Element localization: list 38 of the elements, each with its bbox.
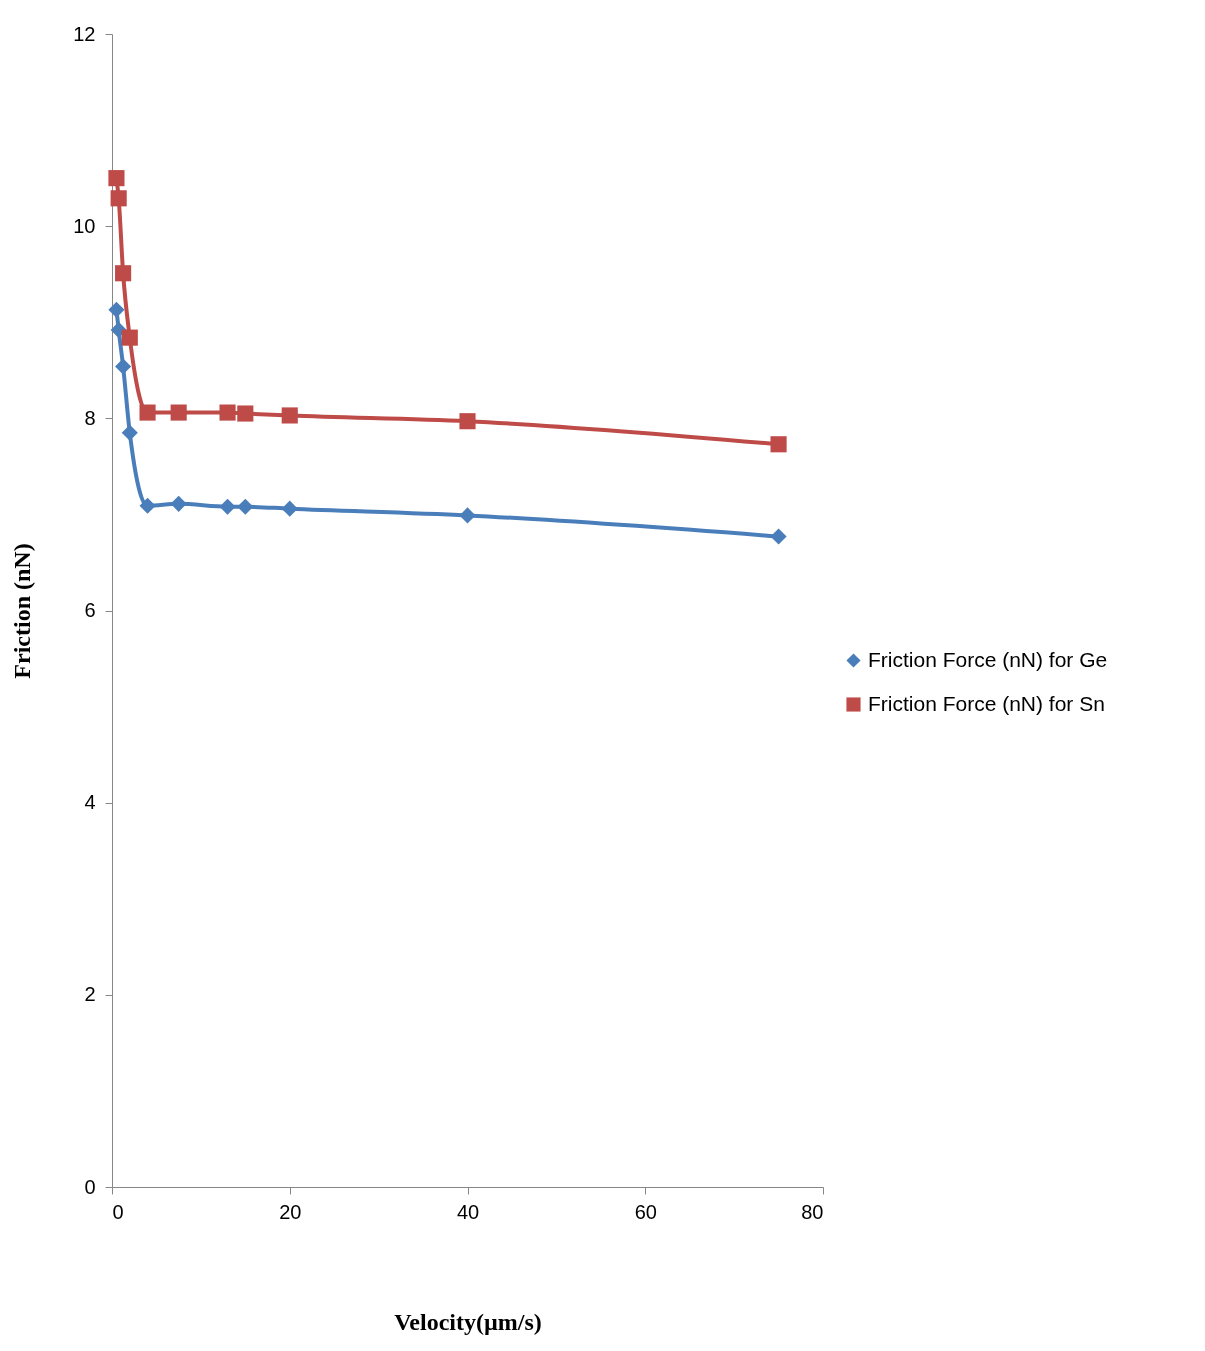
x-tick-label: 20	[279, 1200, 302, 1223]
point	[115, 358, 132, 375]
point	[219, 404, 236, 421]
point	[170, 495, 187, 512]
point	[115, 265, 132, 282]
x-tick-label: 60	[634, 1200, 657, 1223]
point	[108, 170, 125, 187]
point	[281, 407, 298, 424]
point	[110, 321, 127, 338]
point	[237, 405, 254, 422]
x-tick-label: 80	[801, 1200, 824, 1223]
point	[170, 404, 187, 421]
point	[281, 500, 298, 517]
point	[139, 404, 156, 421]
y-tick-label: 8	[84, 406, 96, 429]
point	[121, 329, 138, 346]
point	[459, 507, 476, 524]
x-tick-label: 40	[456, 1200, 480, 1223]
point	[108, 301, 125, 318]
y-tick-label: 6	[84, 599, 96, 621]
point	[770, 436, 787, 453]
y-axis-title: Friction (nN)	[9, 543, 36, 679]
point	[459, 413, 476, 430]
y-tick-label: 0	[84, 1175, 96, 1198]
y-tick-label: 10	[73, 214, 96, 237]
point	[770, 528, 787, 545]
point	[139, 497, 156, 514]
legend-label: Friction Force (nN) for Ge	[868, 647, 1108, 671]
y-tick-label: 12	[73, 22, 96, 45]
legend-label: Friction Force (nN) for Sn	[868, 691, 1105, 715]
point	[219, 498, 236, 515]
y-tick-label: 2	[84, 983, 96, 1006]
point	[110, 190, 127, 207]
point	[121, 424, 138, 441]
point	[237, 498, 254, 515]
x-axis-title: Velocity(µm/s)	[394, 1308, 542, 1335]
x-tick-label: 0	[112, 1200, 124, 1223]
y-tick-label: 4	[84, 791, 96, 814]
